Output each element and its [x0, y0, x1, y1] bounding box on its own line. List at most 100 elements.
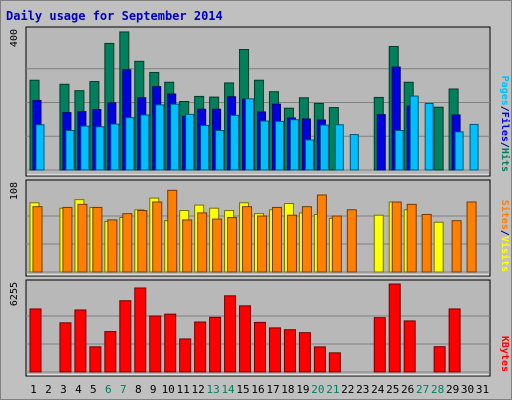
side-label-part: Hits	[499, 148, 511, 172]
bar-kbytes-day-5	[89, 346, 102, 373]
panel-visits: 108 Sites/Visits	[9, 179, 511, 277]
bar-sites-day-8	[137, 210, 148, 273]
bar-kbytes-day-1	[29, 308, 42, 373]
side-label-part: Visits	[499, 236, 511, 272]
bar-sites-day-30	[466, 201, 477, 273]
bar-pages-day-4	[80, 125, 90, 171]
bar-sites-day-7	[122, 213, 133, 273]
bar-pages-day-20	[319, 124, 329, 171]
bar-pages-day-11	[185, 113, 195, 171]
bar-kbytes-day-12	[194, 321, 207, 373]
x-label-day-18: 18	[281, 383, 294, 396]
x-label-day-5: 5	[90, 383, 97, 396]
bar-pages-day-15	[245, 98, 255, 171]
x-label-day-2: 2	[45, 383, 52, 396]
bar-kbytes-day-17	[268, 327, 281, 373]
bar-kbytes-day-11	[179, 338, 192, 373]
bar-pages-day-7	[125, 117, 135, 171]
x-label-day-13: 13	[206, 383, 219, 396]
bar-sites-day-9	[152, 201, 163, 273]
x-label-day-30: 30	[461, 383, 474, 396]
bar-kbytes-day-10	[164, 313, 177, 373]
x-label-day-29: 29	[446, 383, 459, 396]
bar-sites-day-19	[301, 206, 312, 273]
bar-kbytes-day-3	[59, 322, 72, 373]
x-label-day-26: 26	[401, 383, 414, 396]
bar-pages-day-26	[409, 95, 419, 171]
bar-pages-day-17	[274, 120, 284, 171]
bar-kbytes-day-7	[119, 300, 132, 373]
x-label-day-22: 22	[341, 383, 354, 396]
x-label-day-17: 17	[266, 383, 279, 396]
bar-kbytes-day-25	[388, 283, 401, 373]
bar-kbytes-day-6	[104, 331, 117, 373]
bar-pages-day-6	[110, 123, 120, 171]
bar-sites-day-22	[346, 209, 357, 273]
bar-sites-day-11	[182, 219, 193, 273]
bar-sites-day-12	[197, 212, 208, 273]
bar-sites-day-14	[227, 217, 238, 273]
bar-kbytes-day-21	[328, 352, 341, 373]
bar-pages-day-27	[424, 103, 434, 171]
panel-kbytes: 6255 KBytes	[9, 279, 510, 377]
bar-visits-day-24	[373, 214, 384, 273]
bar-kbytes-day-28	[433, 346, 446, 373]
bar-kbytes-day-26	[403, 320, 416, 373]
bar-pages-day-1	[35, 124, 45, 171]
bar-kbytes-day-18	[283, 329, 296, 373]
bar-kbytes-day-24	[373, 317, 386, 373]
bar-sites-day-20	[316, 194, 327, 273]
panel-kbytes-max-label: 6255	[9, 282, 20, 306]
panel-visits-max-label: 108	[9, 182, 20, 200]
x-label-day-16: 16	[251, 383, 264, 396]
x-label-day-10: 10	[162, 383, 175, 396]
panel-kbytes-side-label: KBytes	[499, 336, 510, 372]
bar-hits-day-28	[433, 106, 444, 171]
bar-sites-day-10	[167, 189, 178, 273]
bar-sites-day-1	[32, 206, 43, 273]
bar-pages-day-13	[215, 130, 225, 171]
bar-kbytes-day-9	[149, 315, 162, 373]
bar-kbytes-day-20	[313, 346, 326, 373]
bar-pages-day-22	[349, 134, 359, 171]
bar-sites-day-16	[257, 215, 268, 273]
x-label-day-19: 19	[296, 383, 309, 396]
bar-sites-day-15	[242, 206, 253, 273]
panel-hits-max-label: 400	[9, 29, 20, 47]
bar-sites-day-18	[286, 214, 297, 273]
bar-sites-day-17	[271, 206, 282, 273]
bar-pages-day-19	[304, 139, 314, 171]
side-label-part: Sites	[499, 200, 511, 230]
x-label-day-9: 9	[150, 383, 157, 396]
chart-panels: 400Pages/Files/Hits108Sites/Visits6255KB…	[9, 26, 511, 377]
bar-kbytes-day-8	[134, 287, 147, 373]
side-label-part: /	[499, 106, 510, 112]
bar-sites-day-26	[406, 203, 417, 273]
x-label-day-6: 6	[105, 383, 112, 396]
panel-hits-side-label: Pages/Files/Hits	[499, 76, 511, 172]
x-label-day-23: 23	[356, 383, 369, 396]
bar-sites-day-4	[77, 203, 88, 273]
bar-pages-day-21	[334, 124, 344, 171]
side-label-part: /	[499, 230, 510, 236]
panel-visits-side-label: Sites/Visits	[499, 200, 511, 272]
side-label-part: Pages	[499, 76, 510, 106]
bar-kbytes-day-4	[74, 309, 87, 373]
bar-kbytes-day-29	[448, 308, 461, 373]
x-label-day-14: 14	[221, 383, 235, 396]
bar-kbytes-day-16	[254, 321, 267, 373]
x-label-day-15: 15	[236, 383, 249, 396]
side-label-part: Files	[499, 112, 511, 142]
x-label-day-7: 7	[120, 383, 127, 396]
bar-pages-day-3	[65, 130, 75, 171]
bar-pages-day-30	[469, 123, 479, 171]
x-label-day-25: 25	[386, 383, 399, 396]
bar-pages-day-10	[170, 103, 180, 171]
chart-title: Daily usage for September 2014	[6, 9, 223, 23]
x-label-day-31: 31	[476, 383, 489, 396]
x-label-day-11: 11	[177, 383, 190, 396]
bar-sites-day-29	[451, 220, 462, 273]
